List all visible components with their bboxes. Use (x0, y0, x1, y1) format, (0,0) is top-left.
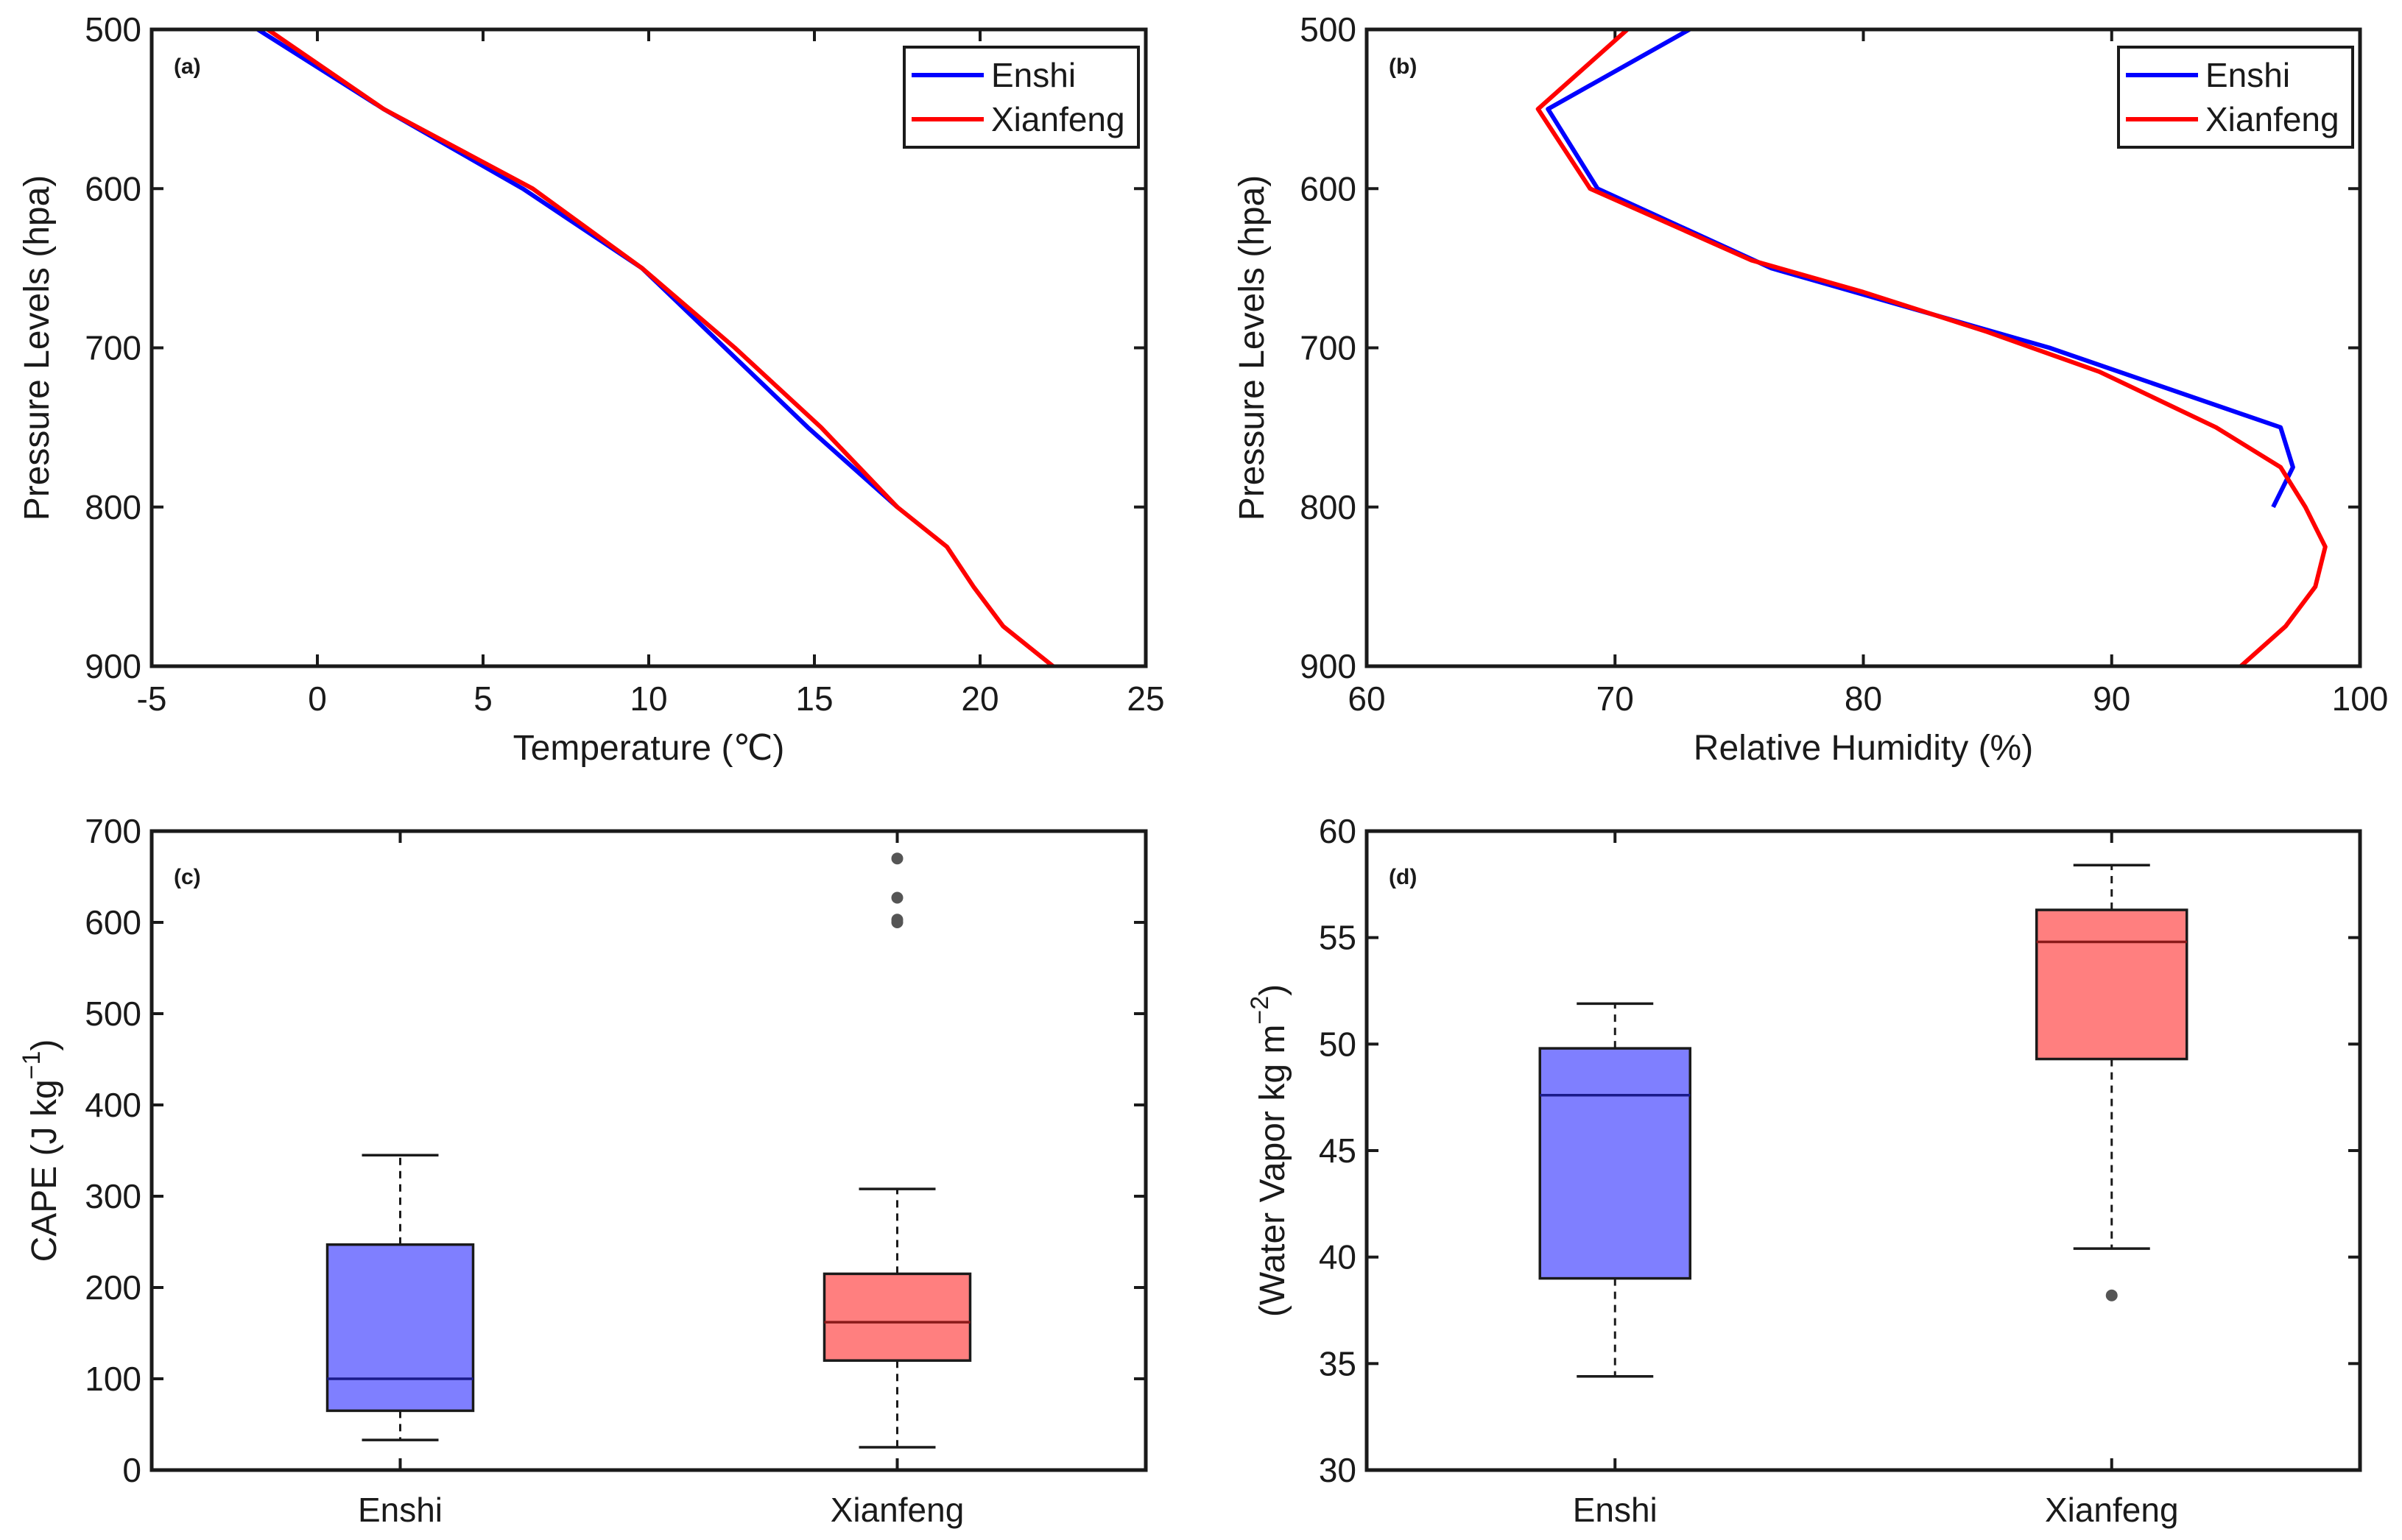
x-tick-label: 80 (1845, 679, 1882, 718)
series-line-xianfeng (266, 29, 1054, 666)
outlier-point (2105, 1289, 2118, 1301)
y-axis-label: Pressure Levels (hpa) (1233, 175, 1272, 521)
x-tick-label: 60 (1348, 679, 1385, 718)
legend-box (903, 46, 1140, 149)
y-tick-label: 600 (1300, 169, 1356, 208)
y-axis-label: (Water Vapor kg m−2) (1246, 984, 1292, 1317)
x-tick-label: 20 (961, 679, 999, 718)
y-tick-label: 500 (85, 995, 141, 1033)
y-tick-label: 35 (1319, 1344, 1356, 1382)
box-body-enshi (325, 1243, 475, 1413)
x-tick-label: 15 (795, 679, 833, 718)
outlier-point (891, 914, 904, 926)
series-line-enshi (256, 29, 899, 509)
outlier-point (891, 891, 904, 904)
y-tick-label: 900 (85, 647, 141, 685)
y-tick-label: 700 (85, 329, 141, 367)
legend-label-enshi: Enshi (2205, 56, 2290, 94)
legend-label-enshi: Enshi (991, 56, 1076, 94)
y-tick-label: 800 (85, 488, 141, 526)
x-axis-label: Temperature (℃) (513, 729, 785, 768)
legend-box (2117, 46, 2354, 149)
panel-d: 30 35 40 45 50 55 60 Enshi Xianfeng (Water Vapor … (1246, 812, 2362, 1529)
y-tick-label: 500 (1300, 10, 1356, 49)
box-body-xianfeng (823, 1272, 972, 1362)
x-axis-label: Relative Humidity (%) (1694, 729, 2033, 768)
x-tick-label: 90 (2093, 679, 2130, 718)
y-tick-label: 40 (1319, 1238, 1356, 1276)
category-label-enshi: Enshi (1573, 1491, 1658, 1529)
y-tick-label: 55 (1319, 919, 1356, 957)
y-axis-label: Pressure Levels (hpa) (18, 175, 57, 521)
legend-label-xianfeng: Xianfeng (2205, 100, 2339, 138)
series-line-xianfeng (1535, 29, 2328, 666)
y-tick-label: 400 (85, 1086, 141, 1124)
series-group (256, 29, 1054, 666)
plot-frame (1364, 829, 2362, 1472)
panel-label: (c) (174, 865, 201, 889)
x-tick-label: 5 (473, 679, 493, 718)
x-tick-label: 10 (630, 679, 667, 718)
y-tick-label: 60 (1319, 812, 1356, 850)
y-tick-label: 200 (85, 1268, 141, 1307)
y-tick-label: 100 (85, 1360, 141, 1398)
box-body-enshi (1538, 1047, 1691, 1280)
y-tick-label: 300 (85, 1177, 141, 1215)
y-tick-label: 50 (1319, 1025, 1356, 1063)
legend: Enshi Xianfeng (903, 46, 1140, 149)
x-tick-label: 0 (308, 679, 327, 718)
plot-frame (149, 27, 1148, 668)
y-tick-label: 600 (85, 903, 141, 942)
y-tick-label: 0 (122, 1451, 141, 1489)
series-group (1535, 29, 2328, 666)
plot-frame (149, 829, 1148, 1472)
outlier-point (891, 852, 904, 865)
x-tick-label: -5 (137, 679, 167, 718)
legend: Enshi Xianfeng (2117, 46, 2354, 149)
y-tick-label: 500 (85, 10, 141, 49)
box-body-xianfeng (2035, 908, 2188, 1061)
x-tick-label: 100 (2332, 679, 2389, 718)
y-tick-label: 600 (85, 169, 141, 208)
legend-label-xianfeng: Xianfeng (991, 100, 1125, 138)
panel-label: (a) (174, 54, 201, 79)
category-label-xianfeng: Xianfeng (2045, 1491, 2179, 1529)
y-tick-label: 700 (1300, 329, 1356, 367)
y-tick-label: 800 (1300, 488, 1356, 526)
box-enshi (325, 1154, 475, 1441)
box-enshi (1538, 1002, 1691, 1378)
category-label-enshi: Enshi (358, 1491, 443, 1529)
y-tick-label: 45 (1319, 1131, 1356, 1170)
panel-a: 500 600 700 800 900-5 0 5 10 15 20 25 Enshi Xianfeng… (18, 10, 1165, 768)
y-tick-label: 30 (1319, 1451, 1356, 1489)
y-axis-label: CAPE (J kg−1) (18, 1039, 64, 1262)
box-xianfeng (2035, 863, 2188, 1301)
x-tick-label: 70 (1596, 679, 1634, 718)
box-xianfeng (823, 852, 972, 1449)
x-tick-label: 25 (1127, 679, 1164, 718)
y-tick-label: 900 (1300, 647, 1356, 685)
plot-frame (1364, 27, 2362, 668)
panel-c: 0 100 200 300 400 500 600 700 Enshi Xianfeng CAPE … (18, 812, 1148, 1529)
category-label-xianfeng: Xianfeng (831, 1491, 965, 1529)
y-tick-label: 700 (85, 812, 141, 850)
panel-label: (d) (1389, 865, 1417, 889)
panel-label: (b) (1389, 54, 1417, 79)
